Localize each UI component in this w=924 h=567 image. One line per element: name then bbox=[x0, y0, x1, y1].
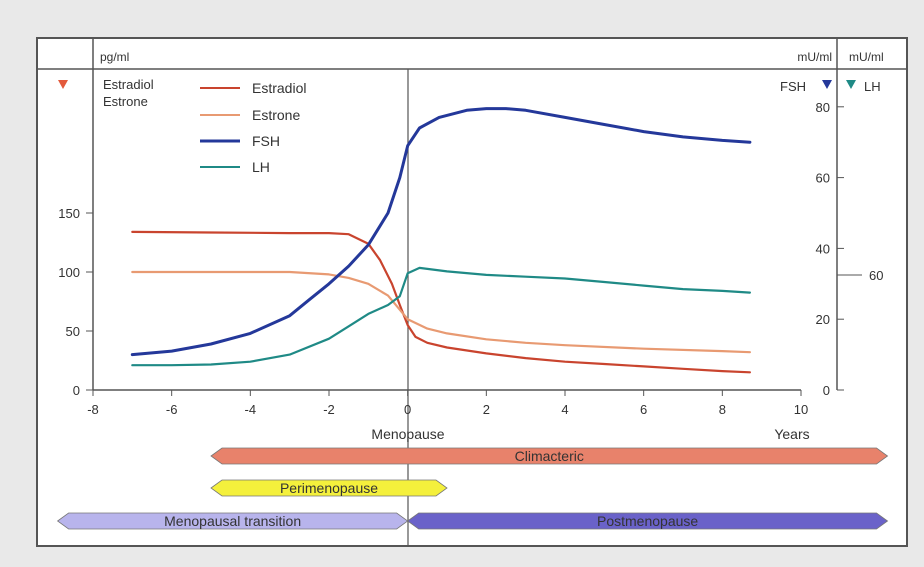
header-unit-right-fsh: mU/ml bbox=[797, 50, 832, 64]
phase-bar-perimenopause bbox=[210, 479, 448, 497]
y-right-tick-label: 80 bbox=[816, 100, 830, 115]
y-right-tick-label: 20 bbox=[816, 312, 830, 327]
left-axis-title-estradiol: Estradiol bbox=[103, 77, 154, 92]
x-tick-label: -6 bbox=[166, 402, 178, 417]
series-line-lh bbox=[131, 266, 751, 367]
fsh-marker-icon bbox=[822, 80, 832, 89]
phase-bar-climacteric bbox=[210, 447, 889, 465]
phase-bar-postmenopause bbox=[406, 512, 889, 530]
lh-marker-icon bbox=[846, 80, 856, 89]
x-tick-label: 10 bbox=[794, 402, 808, 417]
left-axis-marker-icon bbox=[58, 80, 68, 89]
x-tick-label: -8 bbox=[87, 402, 99, 417]
x-axis-label: Menopause bbox=[371, 426, 444, 442]
header-unit-right-lh: mU/ml bbox=[849, 50, 884, 64]
y-left-tick-label: 100 bbox=[58, 265, 80, 280]
x-axis-unit: Years bbox=[774, 426, 809, 442]
lh-axis-label: LH bbox=[864, 79, 881, 94]
legend-label-fsh: FSH bbox=[252, 133, 280, 149]
y-right-tick-label: 40 bbox=[816, 241, 830, 256]
phase-label-menopausal-transition: Menopausal transition bbox=[164, 513, 301, 529]
x-tick-label: 4 bbox=[561, 402, 568, 417]
x-tick-label: 8 bbox=[719, 402, 726, 417]
legend-label-estrone: Estrone bbox=[252, 107, 300, 123]
legend-label-estradiol: Estradiol bbox=[252, 80, 306, 96]
phase-label-climacteric: Climacteric bbox=[515, 448, 584, 464]
lh-tick-label: 60 bbox=[869, 268, 883, 283]
fsh-axis-label: FSH bbox=[780, 79, 806, 94]
header-unit-left: pg/ml bbox=[100, 50, 129, 64]
x-tick-label: -4 bbox=[245, 402, 257, 417]
x-tick-label: 0 bbox=[404, 402, 411, 417]
phase-label-postmenopause: Postmenopause bbox=[597, 513, 698, 529]
x-tick-label: 2 bbox=[483, 402, 490, 417]
y-left-tick-label: 50 bbox=[66, 324, 80, 339]
legend-label-lh: LH bbox=[252, 159, 270, 175]
series-line-estradiol bbox=[131, 230, 751, 374]
x-tick-label: -2 bbox=[323, 402, 335, 417]
left-axis-title-estrone: Estrone bbox=[103, 94, 148, 109]
y-left-tick-label: 150 bbox=[58, 206, 80, 221]
phase-label-perimenopause: Perimenopause bbox=[280, 480, 378, 496]
x-tick-label: 6 bbox=[640, 402, 647, 417]
y-left-tick-label: 0 bbox=[73, 383, 80, 398]
series-line-estrone bbox=[131, 270, 751, 354]
y-right-tick-label: 60 bbox=[816, 171, 830, 186]
series-line-fsh bbox=[130, 107, 752, 357]
y-right-tick-label: 0 bbox=[823, 383, 830, 398]
